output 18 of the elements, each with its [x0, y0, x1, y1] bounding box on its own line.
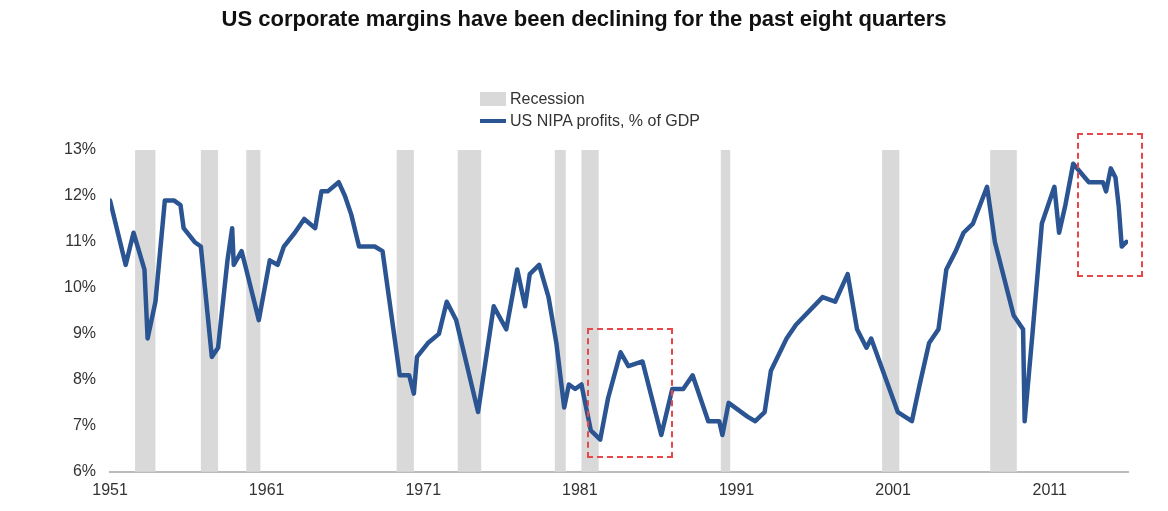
chart-title: US corporate margins have been declining for the past eight quarters	[220, 6, 948, 32]
x-tick-label: 1961	[248, 480, 285, 498]
y-tick-label: 9%	[72, 324, 97, 342]
y-tick-label: 10%	[63, 278, 97, 296]
x-tick-label: 2001	[875, 480, 911, 498]
x-tick-label: 1951	[92, 480, 128, 498]
x-tick-label: 2011	[1032, 480, 1067, 498]
legend-label: Recession	[510, 90, 585, 108]
x-tick-label: 1991	[718, 480, 755, 498]
y-tick-label: 11%	[65, 232, 97, 250]
y-tick-label: 7%	[72, 416, 97, 434]
y-tick-label: 13%	[63, 140, 97, 158]
y-tick-label: 6%	[72, 462, 97, 480]
legend-label: US NIPA profits, % of GDP	[510, 112, 700, 130]
x-tick-label: 1971	[405, 480, 442, 498]
y-tick-label: 12%	[63, 186, 97, 204]
x-tick-label: 1981	[562, 480, 598, 498]
y-tick-label: 8%	[72, 370, 97, 388]
